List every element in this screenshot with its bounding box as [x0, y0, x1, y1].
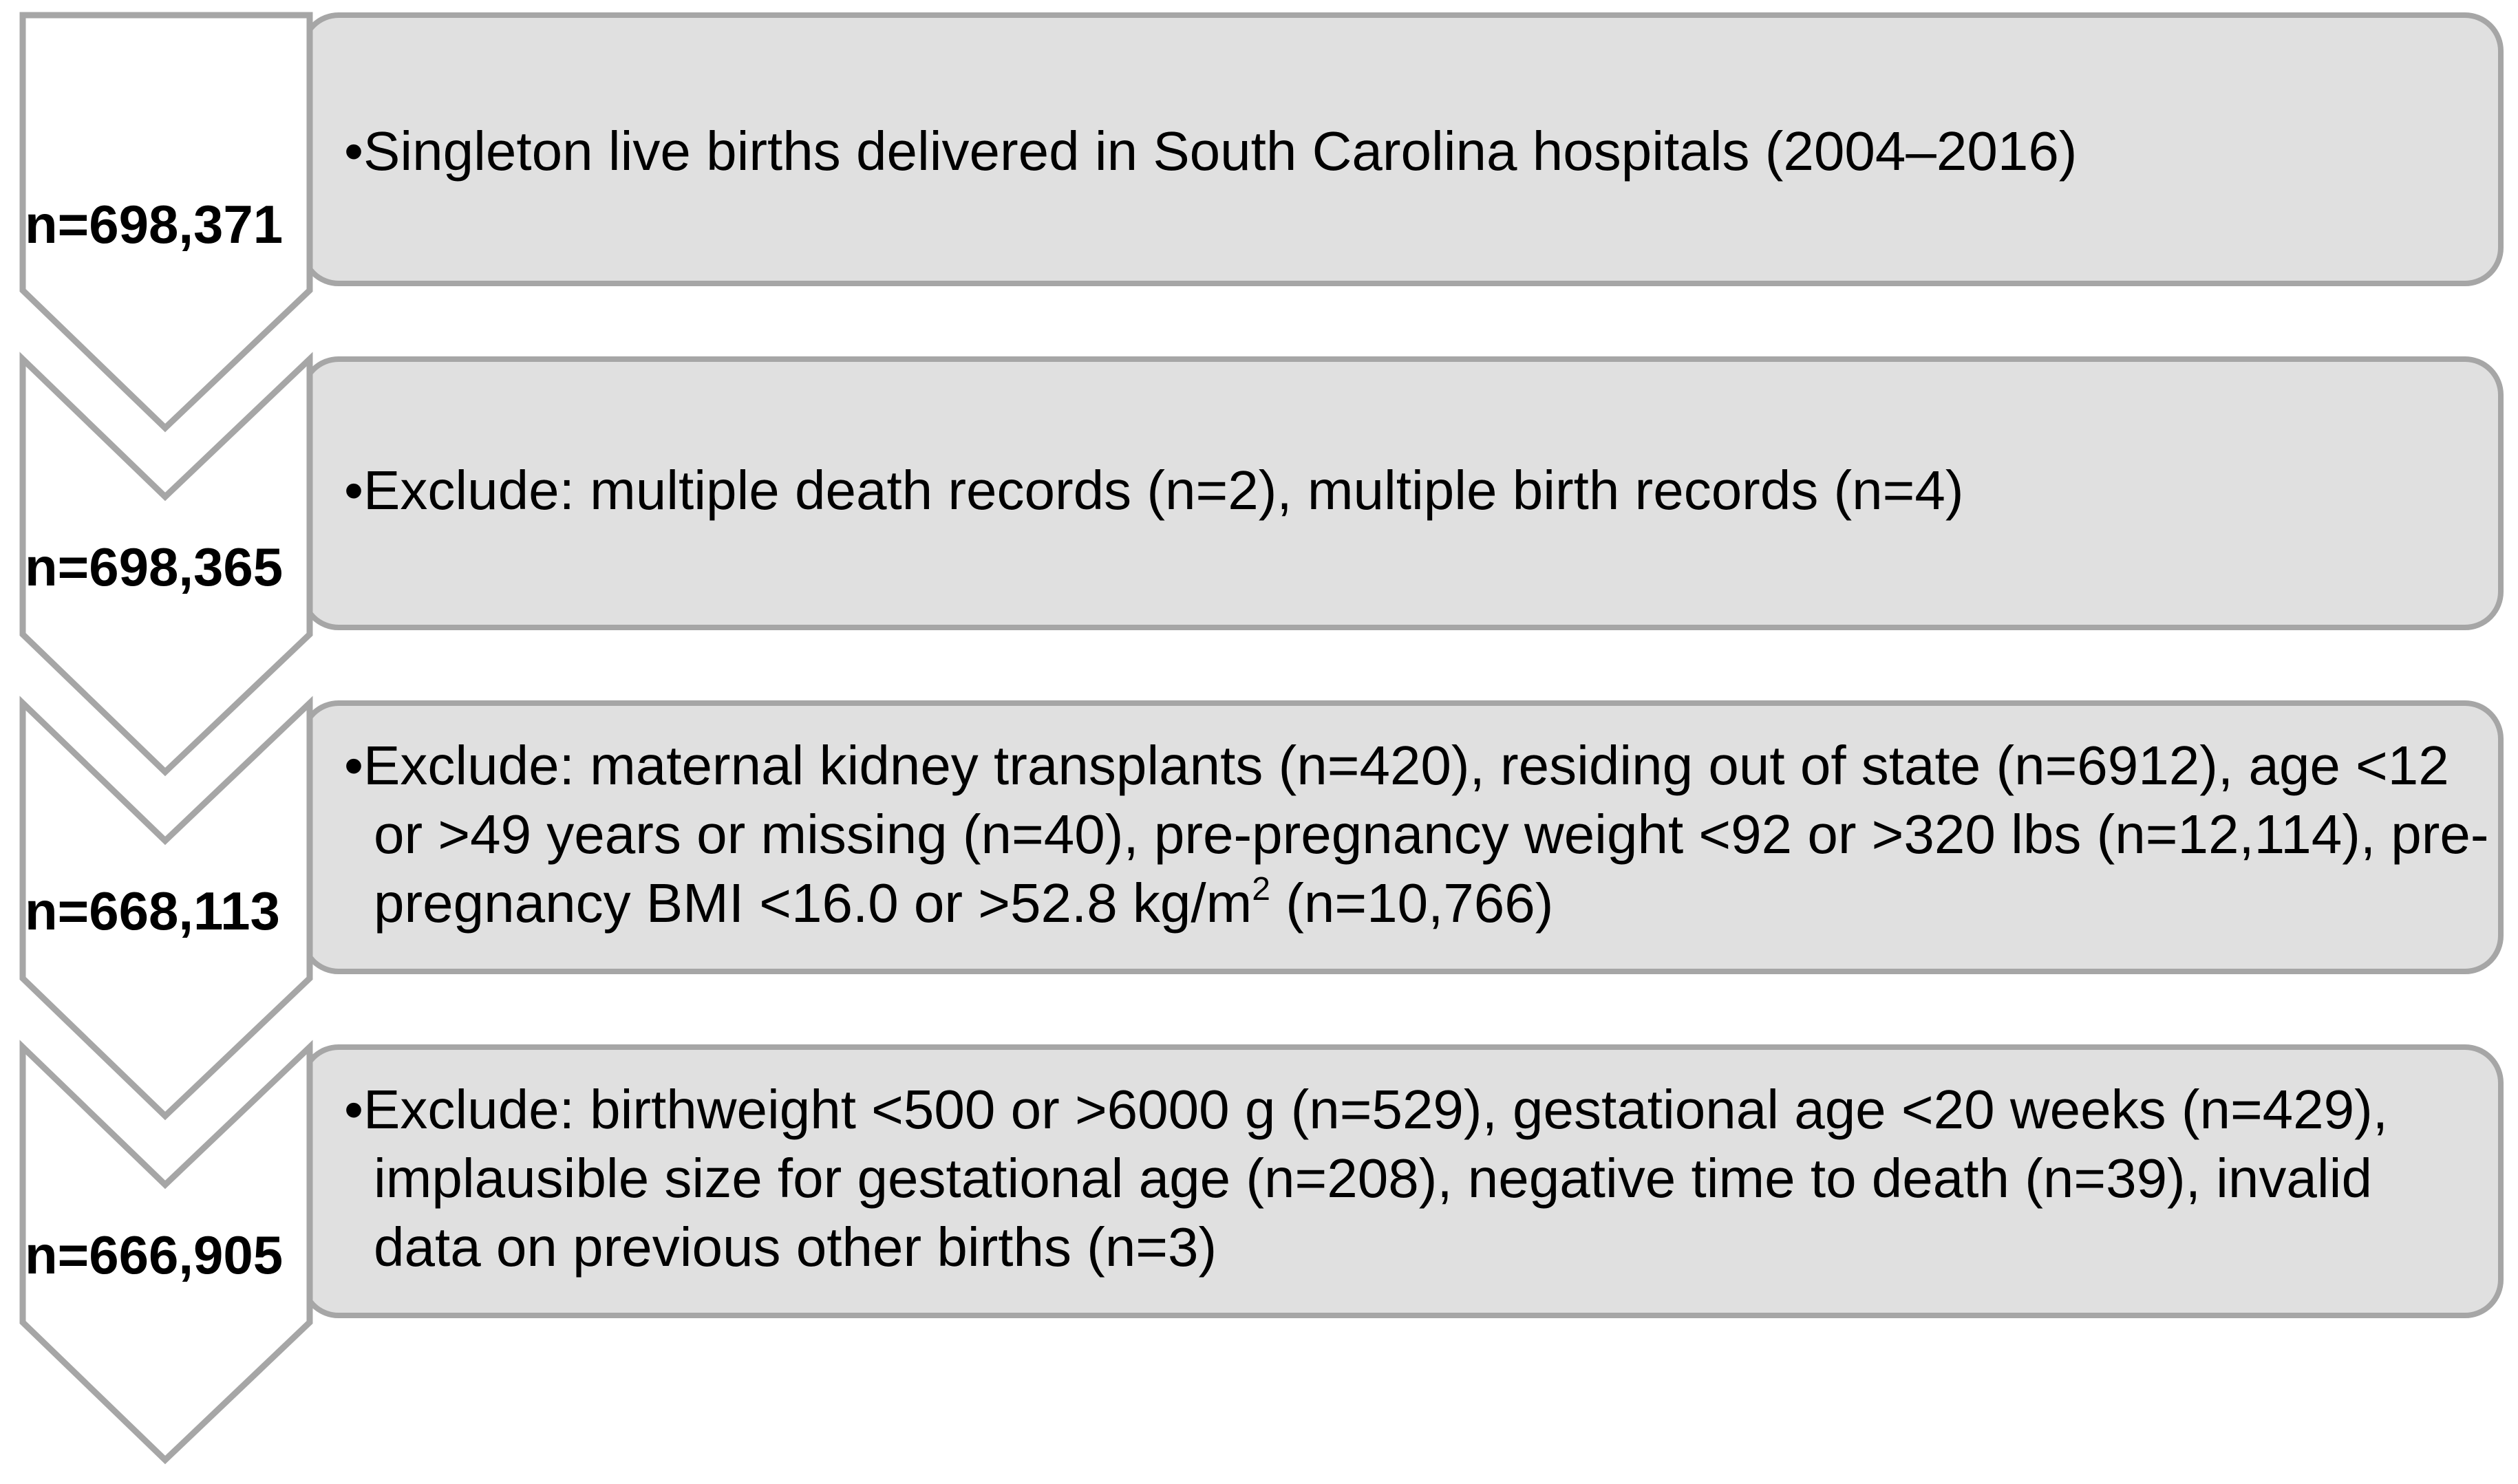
- step-3-text-end: (n=10,766): [1270, 872, 1554, 934]
- step-3-chevron-arrow: [19, 696, 313, 1121]
- step-1-chevron-arrow: [19, 12, 313, 433]
- step-2-chevron-arrow: [19, 352, 313, 777]
- step-3-text: Exclude: maternal kidney transplants (n=…: [363, 735, 2489, 934]
- step-1-description: •Singleton live births delivered in Sout…: [344, 117, 2491, 186]
- bullet-icon: •: [344, 735, 364, 796]
- step-2-text: Exclude: multiple death records (n=2), m…: [363, 460, 1964, 521]
- bullet-icon: •: [344, 1079, 364, 1140]
- step-4-chevron-arrow: [19, 1040, 313, 1465]
- step-3-description: •Exclude: maternal kidney transplants (n…: [344, 731, 2491, 938]
- bullet-icon: •: [344, 460, 364, 521]
- step-3-count: n=668,113: [25, 881, 280, 941]
- step-1-text: Singleton live births delivered in South…: [363, 120, 2078, 182]
- step-4-description: •Exclude: birthweight <500 or >6000 g (n…: [344, 1075, 2491, 1282]
- step-1-count: n=698,371: [25, 194, 284, 255]
- bullet-icon: •: [344, 120, 364, 182]
- superscript-exponent: 2: [1252, 871, 1270, 907]
- step-2-count: n=698,365: [25, 537, 284, 597]
- step-4-count: n=666,905: [25, 1225, 284, 1285]
- step-2-description: •Exclude: multiple death records (n=2), …: [344, 456, 2491, 525]
- step-4-text: Exclude: birthweight <500 or >6000 g (n=…: [363, 1079, 2389, 1278]
